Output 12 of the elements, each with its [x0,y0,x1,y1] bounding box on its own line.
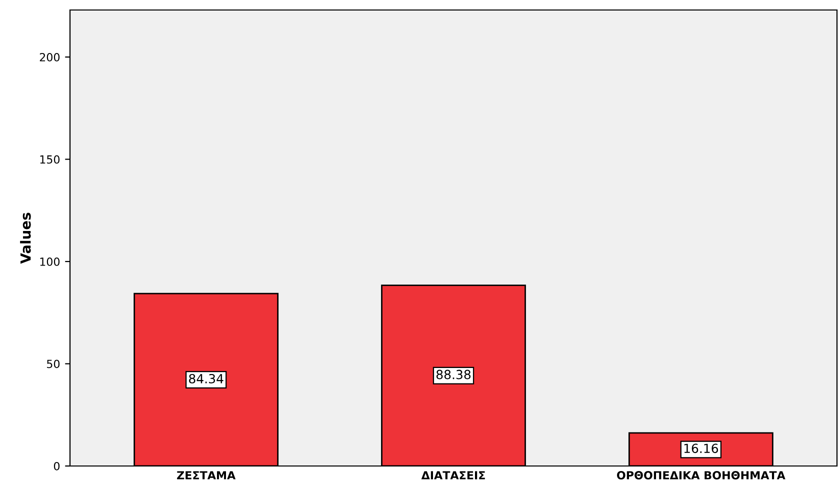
x-tick-label: ΟΡΘΟΠΕΔΙΚΑ ΒΟΗΘΗΜΑΤΑ [616,471,786,480]
y-tick-label: 50 [46,360,60,368]
y-axis-title: Values [20,212,31,264]
y-tick-label: 200 [40,53,60,62]
y-tick-label: 150 [40,155,60,164]
x-tick-label: ΖΕΣΤΑΜΑ [177,471,236,480]
y-tick-label: 0 [54,462,60,470]
data-label: 84.34 [189,374,224,384]
x-tick-label: ΔΙΑΤΑΣΕΙΣ [421,471,485,480]
y-tick-label: 100 [40,257,60,266]
data-label: 16.16 [684,444,718,454]
data-label: 88.38 [436,370,471,380]
